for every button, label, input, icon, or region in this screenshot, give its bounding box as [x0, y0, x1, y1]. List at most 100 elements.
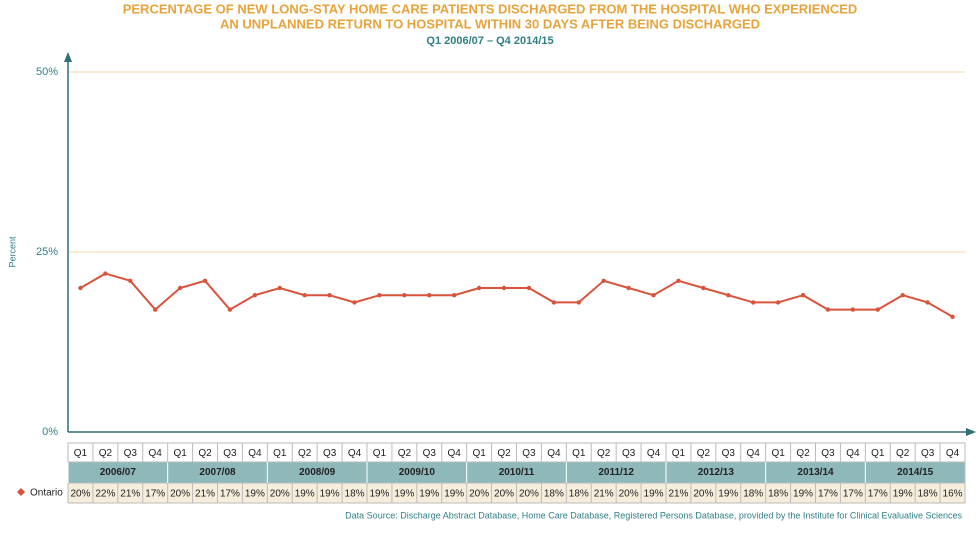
value-cell: 21% [594, 489, 614, 500]
value-cell: 16% [943, 489, 963, 500]
value-cell: 19% [320, 489, 340, 500]
value-cell: 17% [220, 489, 240, 500]
point [402, 293, 407, 298]
legend-label: Ontario [30, 488, 63, 499]
point [501, 285, 507, 291]
value-cell: 20% [70, 489, 90, 500]
point [775, 300, 781, 305]
value-cell: 20% [170, 489, 190, 500]
value-cell: 20% [519, 489, 539, 500]
x-tick-label: Q2 [298, 448, 312, 459]
value-cell: 20% [494, 489, 514, 500]
value-cell: 19% [295, 489, 315, 500]
year-label: 2010/11 [499, 467, 535, 478]
point [177, 285, 183, 291]
value-cell: 18% [768, 489, 788, 500]
value-cell: 20% [270, 489, 290, 500]
year-label: 2011/12 [598, 467, 634, 478]
x-tick-label: Q3 [921, 448, 935, 459]
x-tick-label: Q4 [547, 448, 561, 459]
y-axis-label: Percent [7, 236, 17, 268]
x-tick-label: Q1 [373, 448, 387, 459]
point [726, 293, 731, 298]
point [452, 293, 457, 298]
x-tick-label: Q4 [448, 448, 462, 459]
x-tick-label: Q3 [223, 448, 237, 459]
x-tick-label: Q3 [821, 448, 835, 459]
value-cell: 17% [818, 489, 838, 500]
value-cell: 19% [369, 489, 389, 500]
point [875, 307, 880, 312]
point [327, 293, 332, 298]
x-tick-label: Q3 [323, 448, 337, 459]
point [925, 300, 930, 305]
point [277, 285, 282, 291]
point [227, 307, 233, 312]
x-tick-label: Q4 [846, 448, 860, 459]
value-cell: 18% [569, 489, 589, 500]
point [701, 285, 706, 291]
x-tick-label: Q4 [946, 448, 960, 459]
x-tick-label: Q3 [124, 448, 138, 459]
value-cell: 18% [918, 489, 938, 500]
value-cell: 19% [245, 489, 265, 500]
year-label: 2006/07 [100, 467, 137, 478]
x-tick-label: Q2 [597, 448, 611, 459]
x-tick-label: Q4 [248, 448, 262, 459]
point [676, 278, 681, 283]
y-tick-label: 25% [36, 246, 58, 258]
x-axis-arrow [966, 428, 976, 436]
x-tick-label: Q2 [697, 448, 711, 459]
year-label: 2008/09 [299, 467, 336, 478]
x-tick-label: Q2 [198, 448, 212, 459]
point [352, 300, 357, 305]
value-cell: 19% [718, 489, 738, 500]
x-tick-label: Q1 [273, 448, 287, 459]
series-line [79, 272, 954, 318]
value-cell: 17% [843, 489, 863, 500]
point [377, 293, 382, 298]
x-tick-label: Q1 [572, 448, 586, 459]
point [601, 278, 606, 283]
x-tick-label: Q1 [871, 448, 885, 459]
value-cell: 18% [743, 489, 763, 500]
value-cell: 17% [145, 489, 165, 500]
value-cell: 19% [419, 489, 439, 500]
x-tick-label: Q1 [74, 448, 88, 459]
year-label: 2009/10 [399, 467, 436, 478]
x-tick-label: Q1 [771, 448, 785, 459]
point [302, 293, 307, 298]
point [551, 300, 557, 305]
value-cell: 19% [793, 489, 813, 500]
x-tick-label: Q2 [497, 448, 511, 459]
chart-title: AN UNPLANNED RETURN TO HOSPITAL WITHIN 3… [220, 16, 760, 31]
chart-subtitle: Q1 2006/07 – Q4 2014/15 [426, 35, 553, 47]
point [252, 293, 258, 298]
value-cell: 17% [868, 489, 888, 500]
value-cell: 19% [644, 489, 664, 500]
point [153, 307, 158, 312]
point [103, 271, 108, 276]
value-cell: 22% [95, 489, 115, 500]
point [800, 293, 806, 298]
point [850, 307, 856, 312]
x-tick-label: Q3 [522, 448, 536, 459]
x-tick-label: Q3 [423, 448, 437, 459]
x-tick-label: Q2 [796, 448, 810, 459]
point [128, 278, 133, 283]
value-cell: 21% [120, 489, 140, 500]
x-tick-label: Q4 [149, 448, 163, 459]
x-tick-label: Q3 [722, 448, 736, 459]
value-cell: 19% [394, 489, 414, 500]
year-label: 2007/08 [199, 467, 236, 478]
point [576, 300, 581, 305]
value-cell: 21% [195, 489, 215, 500]
x-tick-label: Q2 [398, 448, 412, 459]
chart-title: PERCENTAGE OF NEW LONG-STAY HOME CARE PA… [123, 1, 858, 16]
value-cell: 21% [668, 489, 688, 500]
y-axis-arrow [64, 52, 72, 62]
point [78, 285, 83, 291]
y-tick-label: 50% [36, 66, 58, 78]
point [202, 278, 208, 283]
